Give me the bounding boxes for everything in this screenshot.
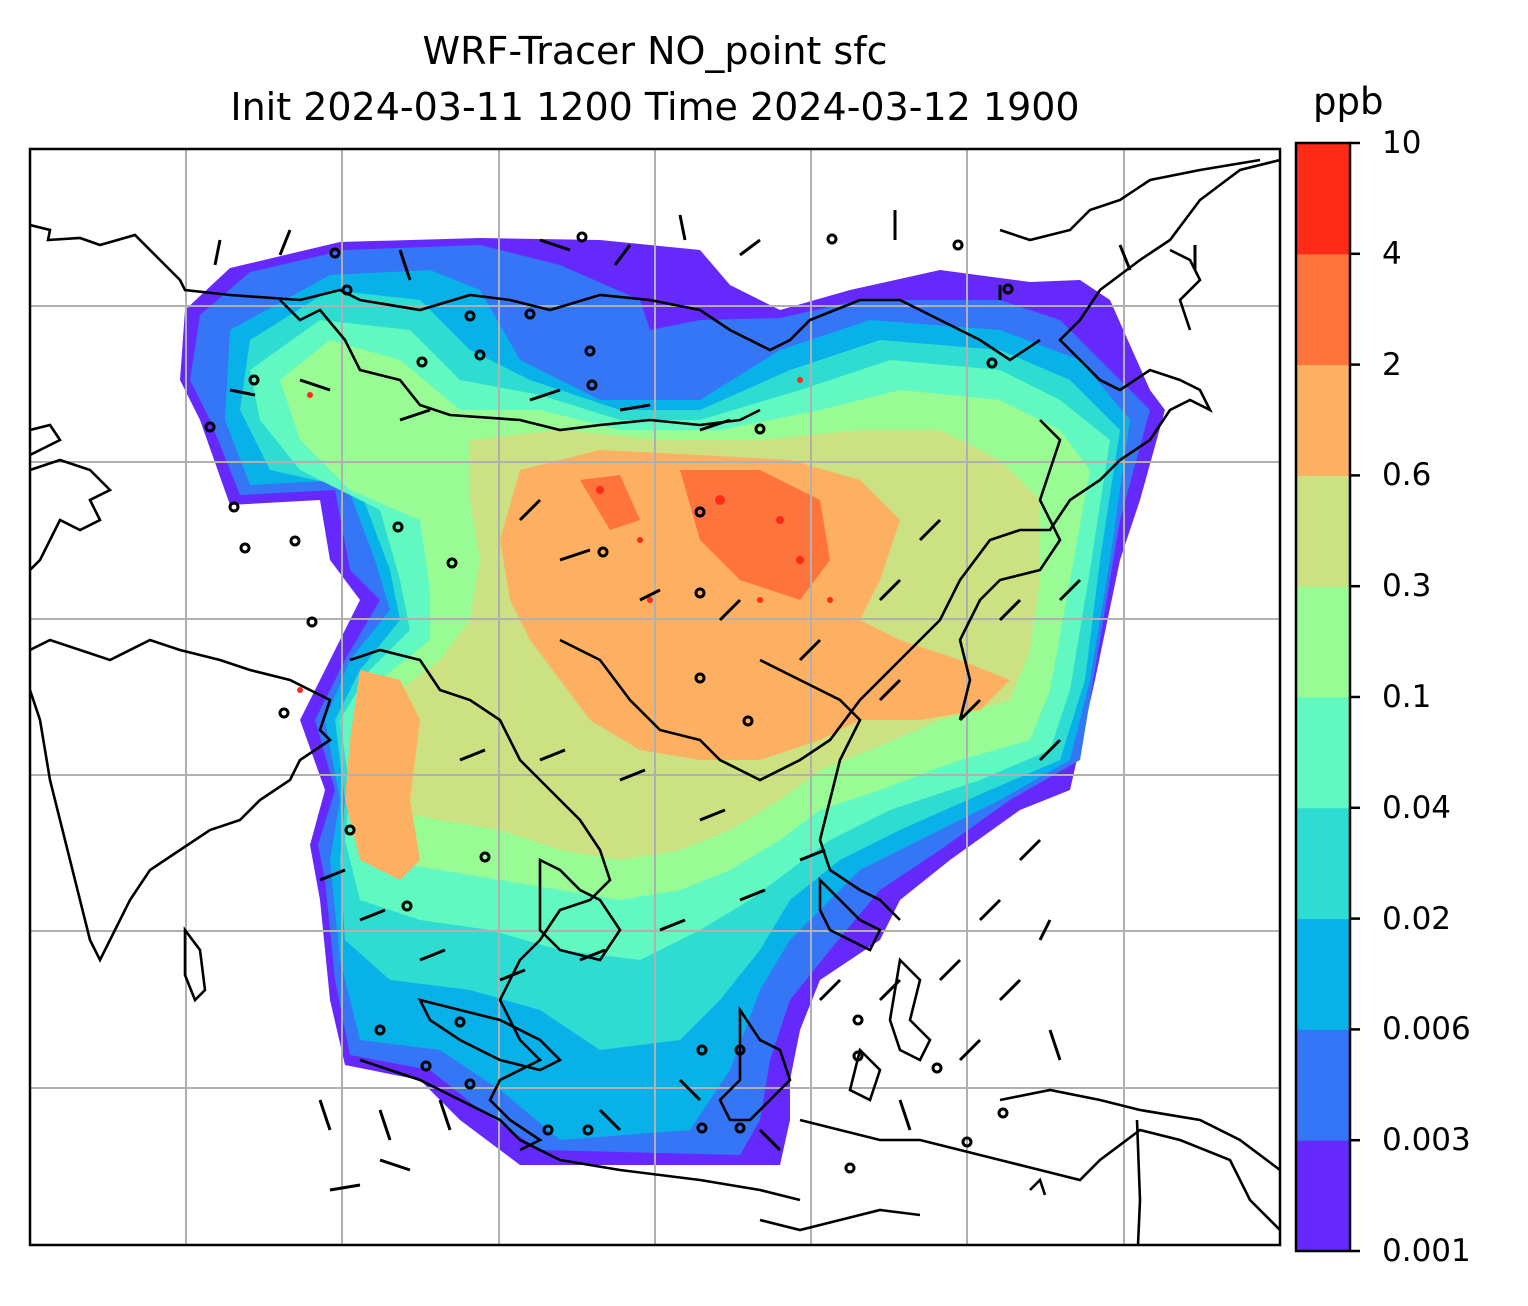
- colorbar-segment: [1296, 697, 1350, 809]
- colorbar-tick-label: 4: [1382, 235, 1402, 272]
- colorbar-tick-label: 0.003: [1382, 1122, 1471, 1159]
- colorbar-segment: [1296, 807, 1350, 920]
- colorbar-unit-label: ppb: [1313, 80, 1384, 123]
- figure-title: WRF-Tracer NO_point sfc: [422, 29, 888, 73]
- colorbar-segment: [1296, 475, 1350, 587]
- colorbar-segment: [1296, 1029, 1350, 1141]
- calm-circles: [204, 231, 1014, 1174]
- colorbar-segment: [1296, 586, 1350, 698]
- gridlines: [30, 149, 1280, 1245]
- tracer-field: [180, 238, 1165, 1165]
- coastlines: [30, 158, 1280, 1245]
- colorbar-tick-label: 10: [1382, 125, 1422, 161]
- colorbar: [1294, 141, 1360, 1253]
- plume-level9: [580, 470, 830, 600]
- colorbar-tick-label: 0.04: [1382, 789, 1452, 826]
- colorbar-segment: [1296, 253, 1350, 366]
- colorbar-segment: [1296, 1140, 1350, 1252]
- map-frame: [28, 147, 1282, 1247]
- colorbar-tick-label: 0.006: [1382, 1011, 1471, 1048]
- colorbar-tick-label: 2: [1382, 346, 1402, 383]
- colorbar-segment: [1296, 143, 1350, 255]
- colorbar-tick-label: 0.6: [1382, 457, 1432, 494]
- colorbar-tick-label: 0.001: [1382, 1233, 1471, 1269]
- figure-subtitle: Init 2024-03-11 1200 Time 2024-03-12 190…: [230, 85, 1080, 129]
- colorbar-tick-label: 0.1: [1382, 679, 1432, 715]
- colorbar-segment: [1296, 918, 1350, 1030]
- plume-level8: [345, 450, 1010, 880]
- colorbar-tick-label: 0.3: [1382, 568, 1432, 605]
- colorbar-tick-label: 0.02: [1382, 900, 1452, 937]
- colorbar-segment: [1296, 364, 1350, 476]
- wind-barbs: [213, 210, 1197, 1192]
